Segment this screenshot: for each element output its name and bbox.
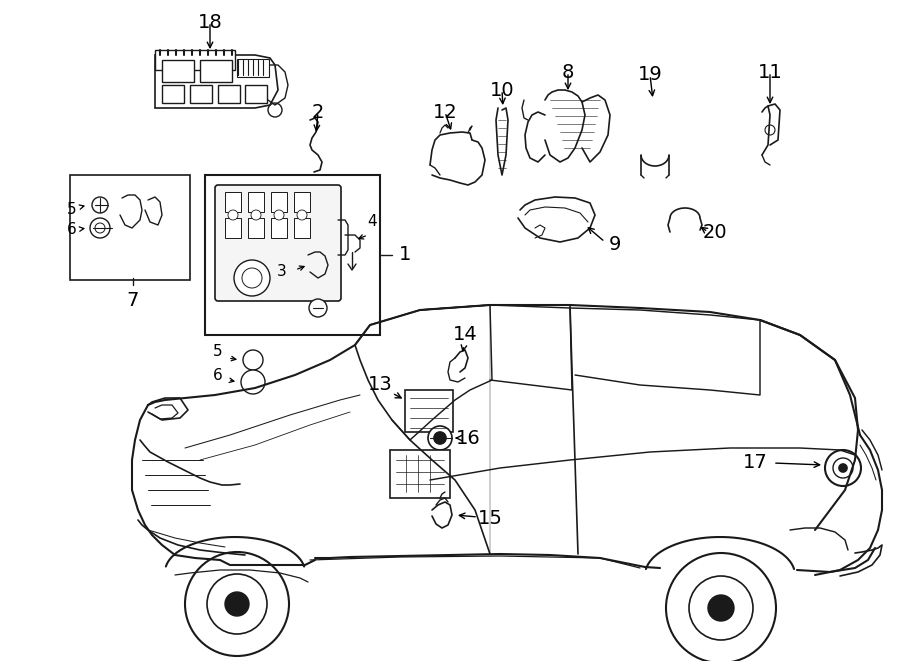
Text: 13: 13: [367, 375, 392, 395]
Circle shape: [434, 432, 446, 444]
Bar: [205, 175, 380, 335]
Text: 14: 14: [453, 325, 477, 344]
Text: 6: 6: [213, 368, 223, 383]
Bar: [200, 60, 232, 82]
Circle shape: [297, 210, 307, 220]
Circle shape: [90, 218, 110, 238]
Text: 15: 15: [478, 508, 502, 527]
Text: 19: 19: [637, 65, 662, 85]
Circle shape: [243, 350, 263, 370]
Bar: [390, 450, 450, 498]
Circle shape: [825, 450, 861, 486]
Bar: [237, 59, 269, 77]
Circle shape: [309, 299, 327, 317]
Circle shape: [833, 458, 853, 478]
Bar: [248, 192, 264, 212]
Circle shape: [241, 370, 265, 394]
Circle shape: [274, 210, 284, 220]
Bar: [225, 218, 241, 238]
Text: 8: 8: [562, 63, 574, 81]
FancyBboxPatch shape: [215, 185, 341, 301]
Text: 11: 11: [758, 63, 782, 81]
Bar: [190, 85, 212, 103]
Text: 2: 2: [311, 102, 324, 122]
Text: 4: 4: [367, 215, 377, 229]
Text: 5: 5: [213, 344, 223, 360]
Text: 6: 6: [68, 223, 76, 237]
Circle shape: [242, 268, 262, 288]
Bar: [405, 390, 453, 432]
Text: 16: 16: [455, 428, 481, 447]
Bar: [162, 60, 194, 82]
Text: 18: 18: [198, 13, 222, 32]
Circle shape: [247, 354, 259, 366]
Text: 10: 10: [490, 81, 514, 100]
Circle shape: [839, 464, 847, 472]
Text: 9: 9: [608, 235, 621, 254]
Bar: [248, 218, 264, 238]
Bar: [245, 85, 267, 103]
Text: 7: 7: [127, 290, 140, 309]
Bar: [271, 192, 287, 212]
Bar: [162, 85, 184, 103]
Text: 12: 12: [433, 102, 457, 122]
Bar: [271, 218, 287, 238]
Text: 3: 3: [277, 264, 287, 280]
Circle shape: [246, 375, 260, 389]
Circle shape: [708, 595, 734, 621]
Text: 1: 1: [399, 245, 411, 264]
Bar: [155, 50, 235, 70]
Bar: [218, 85, 240, 103]
Text: 20: 20: [703, 223, 727, 241]
Circle shape: [228, 210, 238, 220]
Bar: [294, 192, 310, 212]
Circle shape: [92, 197, 108, 213]
Bar: [70, 175, 190, 280]
Bar: [294, 218, 310, 238]
Circle shape: [251, 210, 261, 220]
Circle shape: [95, 223, 105, 233]
Circle shape: [234, 260, 270, 296]
Circle shape: [225, 592, 249, 616]
Circle shape: [428, 426, 452, 450]
Bar: [225, 192, 241, 212]
Text: 17: 17: [742, 453, 768, 471]
Polygon shape: [155, 55, 278, 108]
Text: 5: 5: [68, 202, 76, 217]
